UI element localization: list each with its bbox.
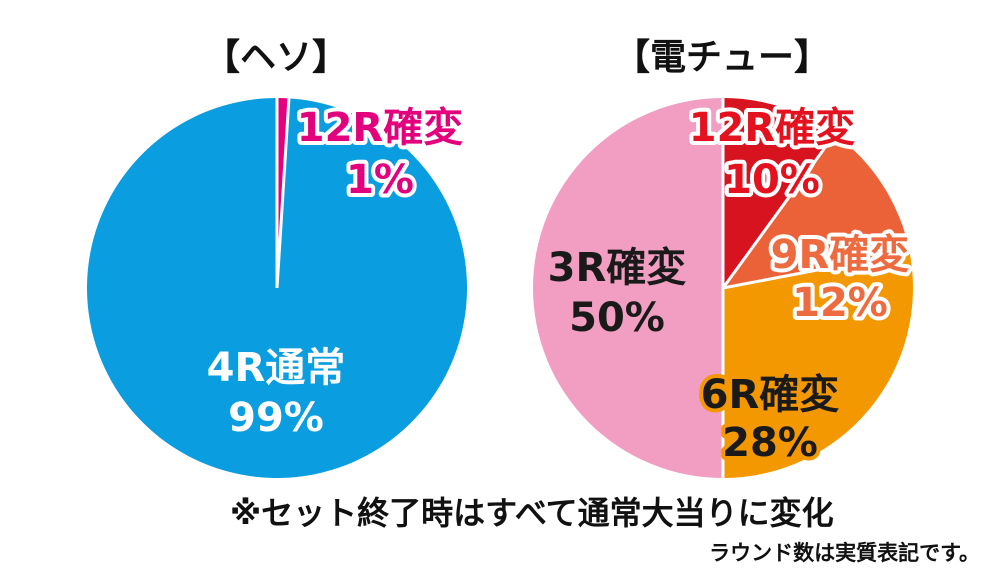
denchu-label-value-3r: 50%: [569, 295, 665, 341]
denchu-label-value-12r: 10%: [724, 157, 820, 203]
footnote: ※セット終了時はすべて通常大当りに変化: [230, 494, 834, 532]
denchu-slice-3r: [533, 98, 723, 478]
heso-slice-separator: [275, 98, 291, 289]
denchu-slice-separator: [721, 133, 836, 289]
denchu-slice-6r: [723, 252, 913, 478]
denchu-label-value-9r: 12%: [792, 280, 888, 326]
denchu-label-value-6r: 28%: [722, 420, 818, 466]
subnote: ラウンド数は実質表記です。: [709, 541, 980, 565]
denchu-slice-separator: [722, 250, 910, 290]
denchu-slice-12r: [723, 98, 835, 288]
heso-label-name-4r: 4R通常: [207, 345, 346, 391]
heso-label-value-12r: 1%: [346, 157, 414, 203]
heso-label-value-4r: 99%: [228, 395, 324, 441]
heso-chart-title: 【ヘソ】: [203, 37, 349, 78]
denchu-chart-title: 【電チュー】: [613, 37, 831, 78]
denchu-label-name-9r: 9R確変: [771, 232, 910, 278]
heso-label-name-12r: 12R確変: [297, 105, 463, 151]
denchu-label-name-6r: 6R確変: [701, 372, 840, 418]
denchu-label-name-12r: 12R確変: [689, 105, 855, 151]
denchu-slice-9r: [723, 134, 910, 288]
denchu-label-name-3r: 3R確変: [548, 245, 687, 291]
